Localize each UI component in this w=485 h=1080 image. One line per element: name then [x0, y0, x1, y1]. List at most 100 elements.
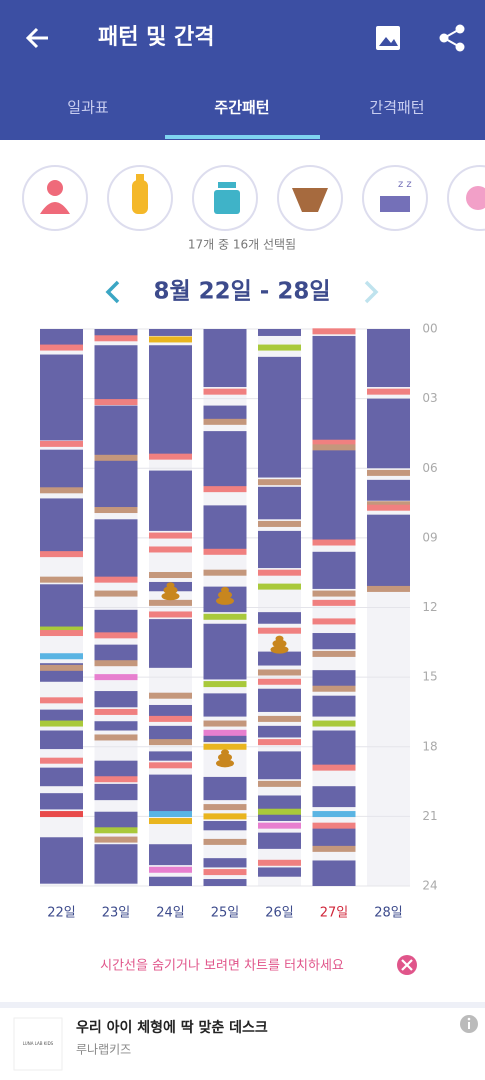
sleep-block: [258, 867, 301, 877]
poop-marker: [216, 586, 234, 605]
event-stripe: [367, 501, 410, 508]
close-hint[interactable]: [397, 955, 417, 975]
prev-week[interactable]: [105, 280, 120, 304]
event-stripe: [149, 692, 192, 699]
sleep-block: [312, 695, 356, 717]
sleep-block: [94, 609, 138, 634]
event-stripe: [258, 739, 301, 746]
event-stripe: [94, 576, 138, 583]
sleep-block: [94, 329, 138, 336]
tab[interactable]: 일과표: [67, 99, 109, 117]
sleep-block: [94, 644, 138, 661]
event-stripe: [203, 804, 247, 811]
next-week[interactable]: [364, 280, 379, 304]
event-stripe: [258, 678, 301, 685]
sleep-block: [94, 760, 138, 777]
sleep-block: [149, 725, 192, 740]
event-stripe: [94, 454, 138, 461]
sleep-block: [258, 530, 301, 569]
event-stripe: [312, 539, 356, 546]
tab-active[interactable]: 주간패턴: [214, 99, 269, 117]
event-stripe: [203, 681, 247, 688]
poop-part: [221, 586, 229, 593]
sleep-block: [40, 709, 83, 722]
event-stripe: [94, 836, 138, 843]
event-stripe: [40, 344, 83, 351]
event-stripe: [258, 479, 301, 486]
chart[interactable]: 00 03 06 09 12 15 18 21 24 22일 23일 24일 25일 26일 27일 28일: [40, 322, 438, 921]
page-title: 패턴 및 간격: [98, 25, 215, 50]
app-bar: [0, 0, 485, 140]
event-stripe: [40, 811, 83, 818]
back-button[interactable]: [25, 27, 48, 49]
y-tick-label: 21: [422, 809, 437, 823]
y-tick-label: 12: [422, 600, 437, 614]
sleep-block: [149, 844, 192, 866]
event-stripe: [94, 632, 138, 639]
poop-part: [275, 635, 284, 642]
x-tick-label: 22일: [47, 906, 76, 921]
sleep-block: [40, 837, 83, 884]
event-stripe: [149, 572, 192, 579]
event-stripe: [367, 469, 410, 476]
sleep-block: [94, 405, 138, 457]
sleep-block: [40, 354, 83, 441]
poop-part: [166, 582, 175, 589]
event-stripe: [40, 576, 83, 583]
sleep-block: [203, 776, 247, 801]
ad-info[interactable]: [460, 1015, 478, 1033]
event-stripe: [258, 780, 301, 787]
poop-part: [218, 590, 232, 599]
event-stripe: [203, 838, 247, 845]
ad-logo-box: [13, 1017, 63, 1071]
sleep-block: [367, 479, 410, 501]
event-stripe: [149, 546, 192, 553]
sleep-block: [203, 858, 247, 868]
event-stripe: [312, 650, 356, 657]
sleep-block: [312, 551, 356, 589]
y-tick-label: 18: [422, 739, 437, 753]
sleep-block: [40, 584, 83, 629]
x-tick-label: 27일: [320, 906, 349, 921]
selection-count: 17개 중 16개 선택됨: [188, 238, 296, 252]
event-stripe: [203, 418, 247, 425]
sleep-block: [94, 345, 138, 401]
event-stripe: [203, 613, 247, 620]
y-tick-label: 03: [422, 391, 437, 405]
event-stripe: [149, 811, 192, 818]
event-stripe: [258, 715, 301, 722]
sleep-block: [367, 398, 410, 469]
sleep-block: [149, 876, 192, 886]
event-stripe: [312, 590, 356, 597]
sleep-block: [258, 651, 301, 666]
sleep-block: [203, 821, 247, 831]
event-stripe: [94, 827, 138, 834]
sleep-block: [258, 751, 301, 780]
sleep-block: [149, 619, 192, 668]
event-stripe: [149, 762, 192, 769]
event-stripe: [94, 335, 138, 342]
sleep-block: [258, 612, 301, 624]
y-tick-label: 15: [422, 670, 437, 684]
event-stripe: [40, 440, 83, 447]
event-stripe: [258, 569, 301, 576]
sleep-block: [258, 356, 301, 478]
sleep-block: [94, 519, 138, 578]
image-button[interactable]: [376, 26, 400, 50]
event-stripe: [94, 399, 138, 406]
sleep-block: [149, 704, 192, 717]
sleep-block: [40, 793, 83, 810]
ad-banner[interactable]: [0, 1008, 485, 1080]
share-button[interactable]: [439, 24, 465, 52]
poop-part: [216, 596, 234, 605]
event-stripe: [149, 611, 192, 618]
tab[interactable]: 간격패턴: [369, 99, 424, 117]
x-tick-label: 28일: [374, 906, 403, 921]
event-stripe: [312, 439, 356, 446]
sleep-block: [367, 329, 410, 388]
event-stripe: [94, 776, 138, 783]
icon-feeding[interactable]: [22, 165, 88, 231]
sleep-block: [258, 795, 301, 822]
event-stripe: [40, 487, 83, 494]
event-stripe: [94, 674, 138, 681]
